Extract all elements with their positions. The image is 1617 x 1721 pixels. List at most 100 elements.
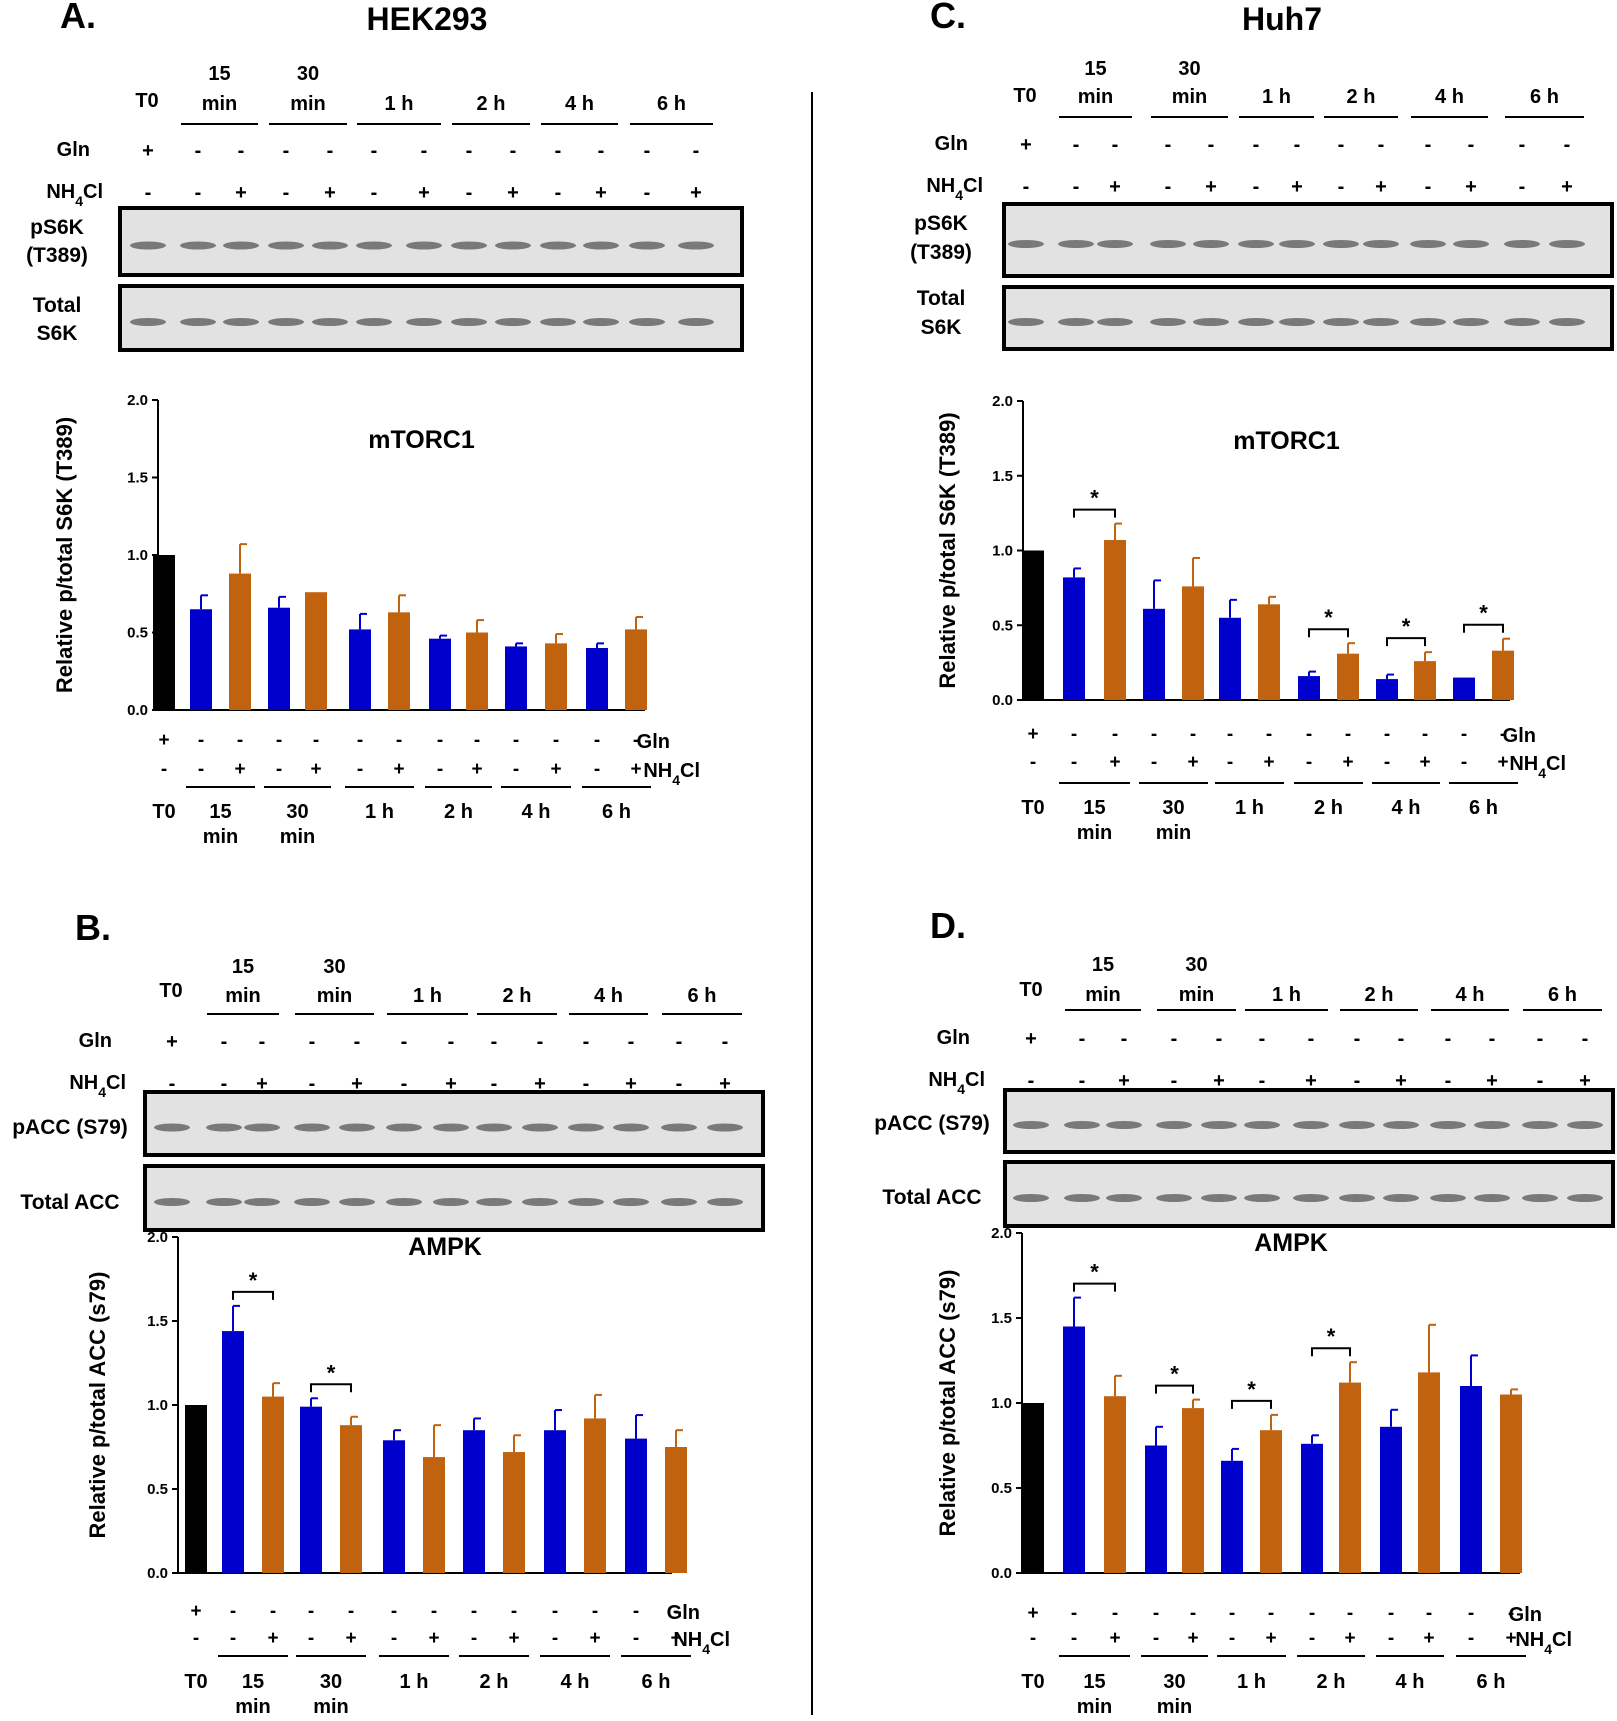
blot-band xyxy=(451,318,487,326)
gln-sign: - xyxy=(1564,134,1571,156)
bar-6-h-+ xyxy=(665,1447,687,1573)
gln-sign: - xyxy=(1468,134,1475,156)
blot-band xyxy=(1008,240,1044,248)
blot-band xyxy=(244,1123,280,1132)
significance-star: * xyxy=(1402,614,1411,639)
nh4cl-sign: - xyxy=(193,1628,199,1649)
y-tick-label: 0.5 xyxy=(127,625,148,642)
nh4cl-label: NH4Cl xyxy=(926,175,983,203)
blot-band xyxy=(629,318,665,326)
timepoint-label: 30 xyxy=(297,63,319,85)
nh4cl-sign: - xyxy=(1023,176,1030,198)
gln-sign: - xyxy=(1398,1028,1405,1050)
timepoint-label: 30 xyxy=(286,801,308,823)
blot-band xyxy=(244,1198,280,1206)
blot-band xyxy=(522,1123,558,1132)
timepoint-label: min xyxy=(225,985,261,1007)
blot-band xyxy=(130,241,166,250)
nh4cl-sign: + xyxy=(1205,176,1217,198)
gln-label: Gln xyxy=(637,731,670,753)
significance-star: * xyxy=(1324,605,1333,630)
nh4cl-sign: + xyxy=(345,1628,356,1649)
blot-band xyxy=(476,1198,512,1206)
nh4cl-sign: + xyxy=(1305,1070,1317,1092)
nh4cl-sign: + xyxy=(234,759,245,780)
gln-sign: - xyxy=(511,1601,517,1622)
y-tick-label: 2.0 xyxy=(127,392,148,409)
panel-a: A. HEK293 T0 15 min 30 min 1 h 2 h 4 h 6 h Gln NH4Cl… xyxy=(26,0,744,848)
gln-sign: - xyxy=(1378,134,1385,156)
timepoint-label: min xyxy=(202,93,238,115)
bar-15-min-+ xyxy=(1104,540,1126,700)
significance-bracket xyxy=(1073,508,1116,518)
timepoint-label: 4 h xyxy=(561,1671,590,1693)
gln-sign: - xyxy=(555,140,562,162)
nh4cl-sign: + xyxy=(719,1073,731,1095)
timepoint-label: min xyxy=(280,826,316,848)
timepoint-label: 4 h xyxy=(1456,984,1485,1006)
gln-sign: + xyxy=(158,730,169,751)
blot-band xyxy=(312,318,348,326)
y-tick-label: 0.5 xyxy=(147,1481,168,1498)
nh4cl-sign: + xyxy=(1187,1628,1198,1649)
y-tick-label: 0.0 xyxy=(127,702,148,719)
blot-band xyxy=(451,241,487,250)
timepoint-label: 4 h xyxy=(1435,86,1464,108)
timepoint-label: 2 h xyxy=(503,985,532,1007)
bar-6-h-- xyxy=(586,648,608,710)
significance-bracket xyxy=(1463,623,1504,633)
gln-sign: - xyxy=(1347,1603,1353,1624)
blot-band xyxy=(629,241,665,250)
blot-frame xyxy=(1002,202,1614,278)
gln-sign: - xyxy=(1112,134,1119,156)
blot-band xyxy=(154,1123,190,1132)
y-tick-label: 1.5 xyxy=(147,1313,168,1330)
gln-sign: + xyxy=(1027,724,1038,745)
nh4cl-sign: + xyxy=(1118,1070,1130,1092)
blot-band xyxy=(1323,240,1359,248)
gln-sign: - xyxy=(354,1031,361,1053)
blot-band xyxy=(154,1198,190,1206)
bar-6-h-+ xyxy=(625,629,647,710)
timepoint-label: 1 h xyxy=(1272,984,1301,1006)
gln-sign: - xyxy=(431,1601,437,1622)
nh4cl-sign: + xyxy=(445,1073,457,1095)
gln-sign: - xyxy=(1425,134,1432,156)
timepoint-label: T0 xyxy=(1013,85,1036,107)
gln-sign: - xyxy=(1519,134,1526,156)
gln-sign: - xyxy=(1079,1028,1086,1050)
gln-sign: + xyxy=(190,1601,201,1622)
bar-30-min-- xyxy=(1145,1445,1167,1573)
nh4cl-label: NH4Cl xyxy=(1515,1629,1572,1657)
nh4cl-sign: - xyxy=(1229,1628,1235,1649)
blot-band xyxy=(433,1123,469,1132)
blot-band xyxy=(339,1123,375,1132)
gln-sign: - xyxy=(1345,724,1351,745)
gln-sign: - xyxy=(644,140,651,162)
blot-band xyxy=(1193,240,1229,248)
nh4cl-sign: - xyxy=(230,1628,236,1649)
blot-band xyxy=(1279,240,1315,248)
gln-sign: - xyxy=(1582,1028,1589,1050)
panel-letter: A. xyxy=(60,0,96,36)
significance-star: * xyxy=(1479,601,1488,626)
nh4cl-sign: + xyxy=(690,182,702,204)
timepoint-label: T0 xyxy=(159,980,182,1002)
gln-sign: - xyxy=(474,730,480,751)
gln-sign: - xyxy=(1165,134,1172,156)
gln-sign: - xyxy=(1227,724,1233,745)
timepoint-label: 15 xyxy=(209,801,231,823)
timepoint-label: 30 xyxy=(323,956,345,978)
blot-band xyxy=(356,241,392,250)
timepoint-label: min xyxy=(235,1696,271,1718)
nh4cl-sign: + xyxy=(670,1628,681,1649)
nh4cl-sign: + xyxy=(471,759,482,780)
nh4cl-sign: + xyxy=(418,182,430,204)
gln-sign: - xyxy=(396,730,402,751)
blot-band xyxy=(1339,1194,1375,1202)
gln-sign: - xyxy=(221,1031,228,1053)
blot-band xyxy=(1244,1121,1280,1129)
gln-sign: - xyxy=(676,1031,683,1053)
nh4cl-sign: + xyxy=(625,1073,637,1095)
